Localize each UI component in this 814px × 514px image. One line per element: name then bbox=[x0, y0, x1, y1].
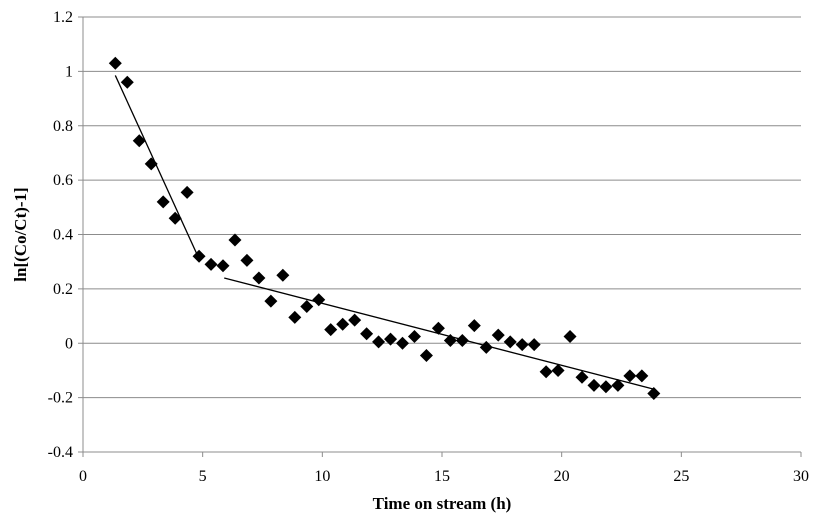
axes bbox=[78, 16, 802, 457]
trend-line bbox=[114, 75, 199, 257]
gridlines bbox=[83, 16, 801, 399]
y-tick-label: -0.4 bbox=[48, 444, 73, 461]
y-axis-title: ln[(Co/Ct)-1] bbox=[11, 187, 30, 281]
data-point bbox=[132, 134, 146, 148]
data-point bbox=[276, 268, 290, 282]
data-point bbox=[635, 369, 649, 383]
data-point bbox=[443, 334, 457, 348]
data-point bbox=[156, 195, 170, 209]
data-point bbox=[563, 329, 577, 343]
data-point bbox=[252, 271, 266, 285]
y-tick-label: 0.6 bbox=[53, 172, 73, 189]
data-point bbox=[228, 233, 242, 247]
trend-line bbox=[224, 277, 656, 391]
data-point bbox=[419, 348, 433, 362]
y-tick-label: 0.2 bbox=[53, 281, 73, 298]
y-tick-label: 1 bbox=[65, 63, 73, 80]
x-tick-label: 0 bbox=[79, 468, 87, 485]
y-tick-label: -0.2 bbox=[48, 390, 73, 407]
trend-lines bbox=[114, 75, 656, 391]
data-point bbox=[515, 338, 529, 352]
data-point bbox=[431, 321, 445, 335]
data-point bbox=[611, 378, 625, 392]
x-axis-title: Time on stream (h) bbox=[373, 494, 512, 513]
y-tick-label: 0.8 bbox=[53, 118, 73, 135]
data-point bbox=[192, 249, 206, 263]
data-point bbox=[348, 313, 362, 327]
x-tick-label: 20 bbox=[554, 468, 570, 485]
data-point bbox=[647, 387, 661, 401]
data-point bbox=[324, 323, 338, 337]
x-tick-label: 5 bbox=[199, 468, 207, 485]
data-point bbox=[372, 335, 386, 349]
data-point bbox=[216, 259, 230, 273]
data-point bbox=[599, 380, 613, 394]
data-point bbox=[407, 329, 421, 343]
data-point bbox=[168, 211, 182, 225]
x-tick-label: 25 bbox=[673, 468, 689, 485]
data-point bbox=[384, 332, 398, 346]
data-point bbox=[300, 300, 314, 314]
x-tick-label: 10 bbox=[314, 468, 330, 485]
data-point bbox=[336, 317, 350, 331]
data-point bbox=[479, 340, 493, 354]
data-point bbox=[180, 185, 194, 199]
data-point bbox=[467, 319, 481, 333]
data-point bbox=[240, 253, 254, 267]
data-point bbox=[204, 257, 218, 271]
tick-labels: -0.4 -0.2 0 0.2 0.4 0.6 0.8 1 1.2 0 5 10 15 20 25 30 bbox=[48, 9, 809, 485]
data-point bbox=[623, 369, 637, 383]
data-point bbox=[455, 334, 469, 348]
data-point bbox=[264, 294, 278, 308]
data-point bbox=[527, 338, 541, 352]
data-point bbox=[551, 363, 565, 377]
data-point bbox=[396, 336, 410, 350]
data-point bbox=[575, 370, 589, 384]
data-point bbox=[360, 327, 374, 341]
data-point bbox=[587, 378, 601, 392]
data-point bbox=[108, 56, 122, 70]
data-point bbox=[539, 365, 553, 379]
data-point bbox=[120, 75, 134, 89]
data-point bbox=[491, 328, 505, 342]
data-point bbox=[288, 310, 302, 324]
y-tick-label: 0 bbox=[65, 335, 73, 352]
x-tick-label: 15 bbox=[434, 468, 450, 485]
y-tick-label: 0.4 bbox=[53, 227, 73, 244]
y-tick-label: 1.2 bbox=[53, 9, 73, 26]
data-points bbox=[108, 56, 661, 401]
x-tick-label: 30 bbox=[793, 468, 809, 485]
data-point bbox=[503, 335, 517, 349]
data-point bbox=[144, 157, 158, 171]
data-point bbox=[312, 293, 326, 307]
